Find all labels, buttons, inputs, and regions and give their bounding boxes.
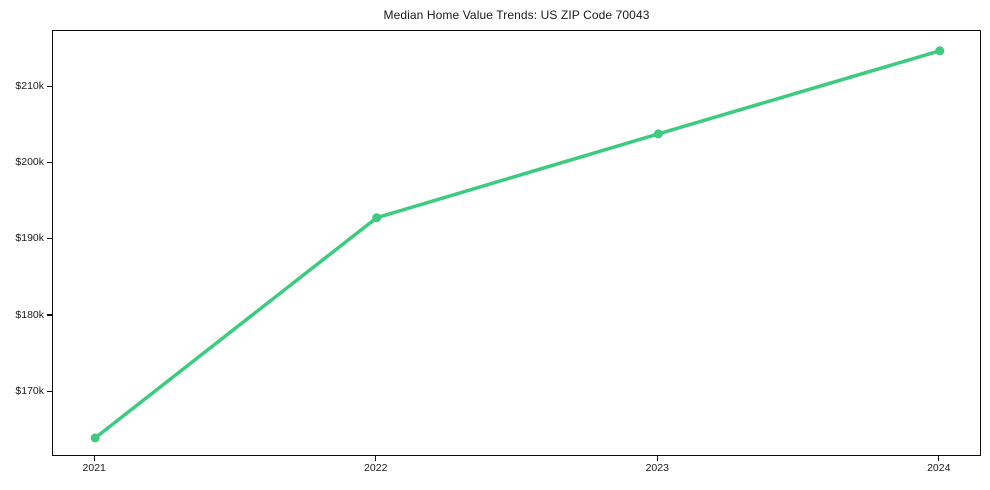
y-tick-mark xyxy=(47,238,52,240)
y-tick-label: $170k xyxy=(15,384,44,397)
x-tick-mark xyxy=(656,456,658,461)
x-tick-mark xyxy=(938,456,940,461)
data-point-marker xyxy=(653,129,663,139)
y-tick-mark xyxy=(47,85,52,88)
y-tick-label: $210k xyxy=(15,79,44,92)
x-tick-label: 2021 xyxy=(82,462,106,474)
y-tick-label: $200k xyxy=(15,156,44,169)
data-point-marker xyxy=(935,46,945,56)
x-tick-label: 2022 xyxy=(364,462,388,474)
y-tick-mark xyxy=(47,314,52,316)
y-tick-label: $190k xyxy=(15,232,44,245)
trend-line xyxy=(93,49,942,440)
x-tick-label: 2023 xyxy=(645,462,669,474)
x-tick-mark xyxy=(93,456,95,461)
line-chart-svg xyxy=(90,46,945,443)
data-point-marker xyxy=(90,433,100,443)
x-tick-label: 2024 xyxy=(927,462,951,474)
y-tick-mark xyxy=(47,161,52,164)
data-point-marker xyxy=(372,213,382,223)
chart-title: Median Home Value Trends: US ZIP Code 70… xyxy=(383,8,650,22)
x-tick-mark xyxy=(375,456,377,461)
plot-area xyxy=(52,30,981,456)
y-tick-mark xyxy=(47,390,52,392)
y-tick-label: $180k xyxy=(15,308,44,321)
